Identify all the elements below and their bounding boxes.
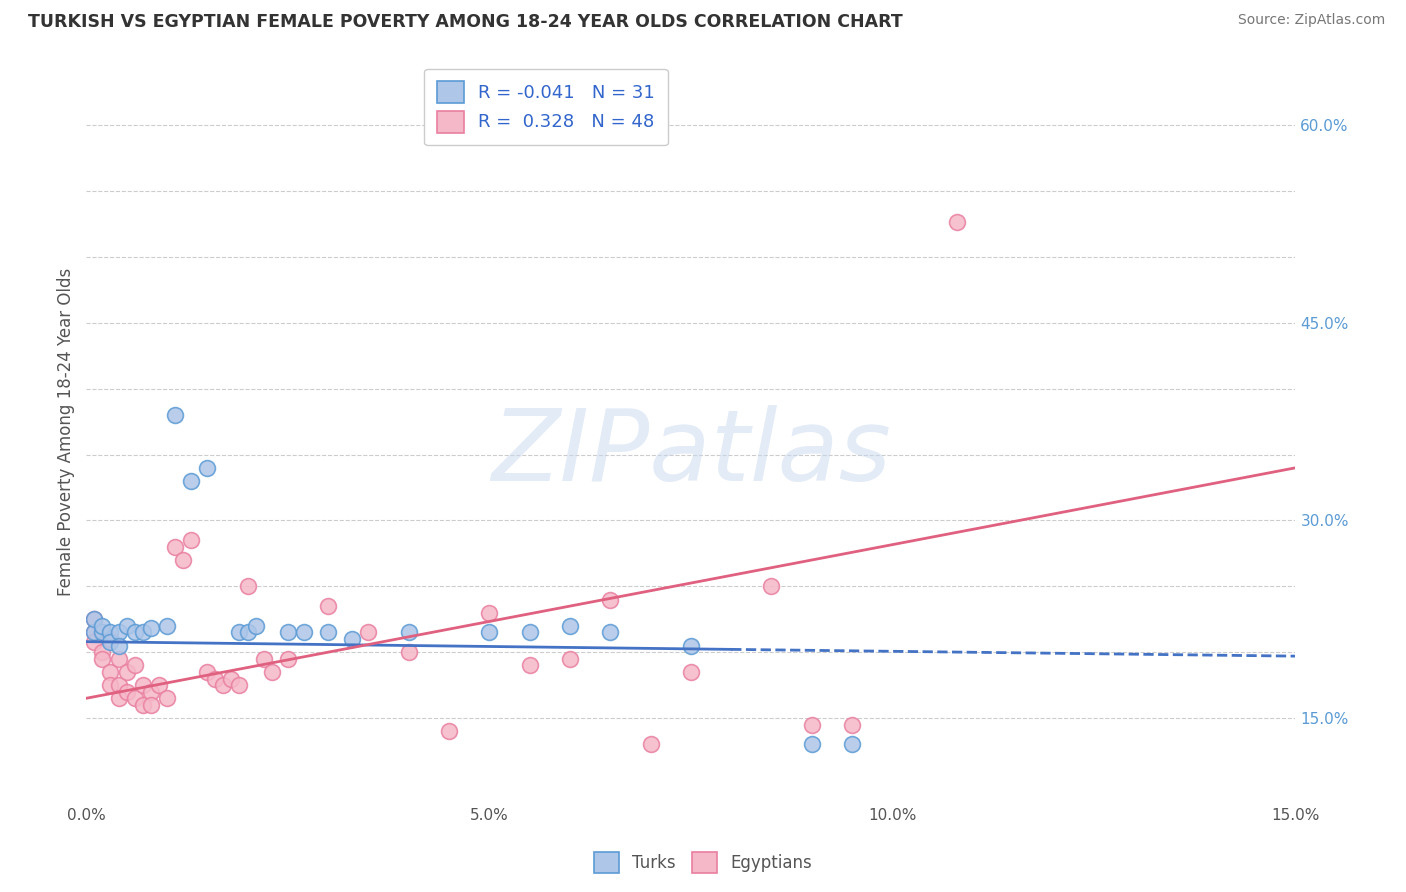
Point [100, 665, 122, 679]
Point [148, 678, 170, 692]
Point [946, 214, 969, 228]
Point [260, 665, 283, 679]
Point [228, 678, 250, 692]
Point [107, 625, 129, 640]
Point [163, 540, 186, 554]
Point [100, 632, 122, 646]
Point [83, 612, 105, 626]
Point [107, 652, 129, 666]
Point [91, 645, 114, 659]
Point [398, 625, 420, 640]
Point [519, 658, 541, 673]
Point [841, 717, 863, 731]
Text: Source: ZipAtlas.com: Source: ZipAtlas.com [1237, 13, 1385, 28]
Point [357, 625, 380, 640]
Point [107, 691, 129, 706]
Point [195, 460, 218, 475]
Point [132, 625, 155, 640]
Point [91, 625, 114, 640]
Point [640, 737, 662, 751]
Point [221, 672, 243, 686]
Text: ZIPatlas: ZIPatlas [491, 406, 891, 502]
Point [91, 619, 114, 633]
Point [172, 553, 194, 567]
Point [679, 639, 702, 653]
Y-axis label: Female Poverty Among 18-24 Year Olds: Female Poverty Among 18-24 Year Olds [58, 268, 75, 596]
Point [115, 665, 138, 679]
Point [139, 698, 162, 712]
Point [139, 684, 162, 698]
Point [212, 678, 235, 692]
Point [91, 652, 114, 666]
Point [519, 625, 541, 640]
Point [679, 665, 702, 679]
Legend: Turks, Egyptians: Turks, Egyptians [586, 846, 820, 880]
Point [277, 652, 299, 666]
Point [253, 652, 276, 666]
Point [156, 619, 179, 633]
Point [107, 639, 129, 653]
Point [478, 625, 501, 640]
Point [139, 622, 162, 636]
Point [292, 625, 315, 640]
Point [236, 579, 259, 593]
Point [180, 533, 202, 548]
Point [83, 625, 105, 640]
Legend: R = -0.041   N = 31, R =  0.328   N = 48: R = -0.041 N = 31, R = 0.328 N = 48 [425, 69, 668, 145]
Point [558, 619, 581, 633]
Point [342, 632, 364, 646]
Point [91, 625, 114, 640]
Point [115, 684, 138, 698]
Point [124, 625, 146, 640]
Point [316, 625, 339, 640]
Text: TURKISH VS EGYPTIAN FEMALE POVERTY AMONG 18-24 YEAR OLDS CORRELATION CHART: TURKISH VS EGYPTIAN FEMALE POVERTY AMONG… [28, 13, 903, 31]
Point [124, 691, 146, 706]
Point [558, 652, 581, 666]
Point [277, 625, 299, 640]
Point [124, 658, 146, 673]
Point [316, 599, 339, 613]
Point [100, 634, 122, 648]
Point [100, 625, 122, 640]
Point [83, 612, 105, 626]
Point [132, 678, 155, 692]
Point [115, 619, 138, 633]
Point [156, 691, 179, 706]
Point [100, 678, 122, 692]
Point [800, 717, 823, 731]
Point [841, 737, 863, 751]
Point [236, 625, 259, 640]
Point [478, 606, 501, 620]
Point [180, 474, 202, 488]
Point [83, 625, 105, 640]
Point [195, 665, 218, 679]
Point [398, 645, 420, 659]
Point [163, 408, 186, 422]
Point [599, 592, 621, 607]
Point [228, 625, 250, 640]
Point [761, 579, 783, 593]
Point [107, 678, 129, 692]
Point [204, 672, 226, 686]
Point [132, 698, 155, 712]
Point [437, 724, 460, 739]
Point [599, 625, 621, 640]
Point [83, 634, 105, 648]
Point [800, 737, 823, 751]
Point [245, 619, 267, 633]
